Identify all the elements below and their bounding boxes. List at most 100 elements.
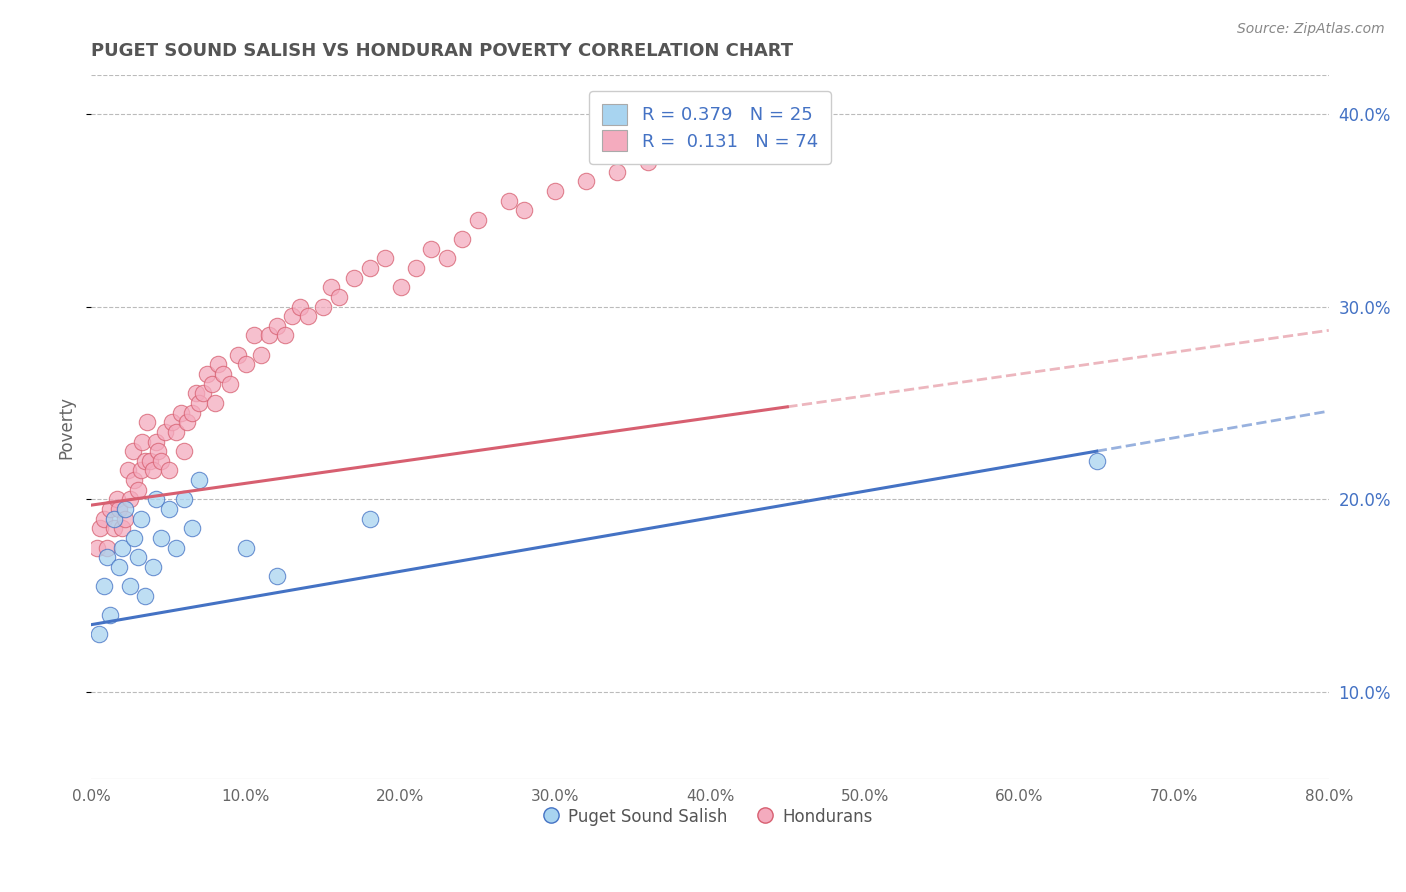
Point (134, 589, 156, 603)
Point (114, 511, 136, 525)
Point (180, 521, 202, 535)
Point (204, 396, 226, 410)
Point (180, 406, 202, 420)
Point (451, 232, 474, 246)
Point (145, 492, 167, 507)
Point (129, 511, 152, 525)
Point (96, 541, 118, 555)
Point (124, 531, 146, 545)
Point (498, 194, 520, 208)
Point (131, 434, 153, 449)
Point (328, 290, 350, 304)
Text: Source: ZipAtlas.com: Source: ZipAtlas.com (1237, 22, 1385, 37)
Point (176, 415, 198, 429)
Point (108, 559, 131, 574)
Point (135, 415, 157, 429)
Point (155, 425, 177, 439)
Point (122, 444, 145, 458)
Point (257, 328, 280, 343)
Point (191, 386, 214, 401)
Point (266, 318, 288, 333)
Point (436, 252, 458, 266)
Legend: Puget Sound Salish, Hondurans: Puget Sound Salish, Hondurans (538, 799, 882, 834)
Point (127, 483, 149, 497)
Point (98, 608, 121, 623)
Point (160, 415, 183, 429)
Point (343, 270, 366, 285)
Point (186, 386, 208, 401)
Point (188, 473, 211, 487)
Point (792, 145, 814, 160)
Point (312, 300, 335, 314)
Point (170, 406, 193, 420)
Point (266, 569, 288, 583)
Point (288, 300, 311, 314)
Point (96, 550, 118, 565)
Point (139, 454, 162, 468)
Point (235, 358, 257, 372)
Point (242, 328, 264, 343)
Text: PUGET SOUND SALISH VS HONDURAN POVERTY CORRELATION CHART: PUGET SOUND SALISH VS HONDURAN POVERTY C… (91, 42, 793, 60)
Point (273, 328, 295, 343)
Point (107, 492, 129, 507)
Point (142, 559, 165, 574)
Point (165, 541, 187, 555)
Point (93, 511, 115, 525)
Point (319, 280, 342, 294)
Point (235, 541, 257, 555)
Point (134, 454, 156, 468)
Point (117, 463, 139, 477)
Point (114, 502, 136, 516)
Point (513, 203, 536, 218)
Point (127, 550, 149, 565)
Point (188, 396, 211, 410)
Point (149, 531, 172, 545)
Point (606, 164, 628, 178)
Point (761, 136, 783, 150)
Point (103, 521, 125, 535)
Point (146, 444, 169, 458)
Point (575, 174, 598, 188)
Point (359, 511, 381, 525)
Point (118, 579, 141, 593)
Point (103, 511, 125, 525)
Point (149, 454, 172, 468)
Point (250, 348, 273, 362)
Point (207, 358, 229, 372)
Point (211, 367, 233, 381)
Point (1085, 454, 1108, 468)
Point (87, 627, 110, 641)
Point (389, 280, 412, 294)
Point (359, 260, 381, 275)
Point (89, 521, 111, 535)
Point (118, 492, 141, 507)
Point (111, 541, 134, 555)
Point (93, 579, 115, 593)
Point (297, 309, 319, 323)
Point (467, 212, 489, 227)
Y-axis label: Poverty: Poverty (58, 395, 75, 458)
Point (195, 367, 218, 381)
Point (124, 473, 146, 487)
Point (173, 444, 195, 458)
Point (86, 541, 108, 555)
Point (108, 502, 131, 516)
Point (730, 145, 752, 160)
Point (201, 376, 224, 391)
Point (281, 309, 304, 323)
Point (420, 242, 443, 256)
Point (374, 252, 396, 266)
Point (699, 136, 721, 150)
Point (157, 463, 180, 477)
Point (173, 492, 195, 507)
Point (668, 145, 690, 160)
Point (157, 502, 180, 516)
Point (165, 425, 187, 439)
Point (219, 376, 242, 391)
Point (226, 348, 249, 362)
Point (637, 155, 659, 169)
Point (544, 184, 567, 198)
Point (145, 434, 167, 449)
Point (142, 463, 165, 477)
Point (111, 521, 134, 535)
